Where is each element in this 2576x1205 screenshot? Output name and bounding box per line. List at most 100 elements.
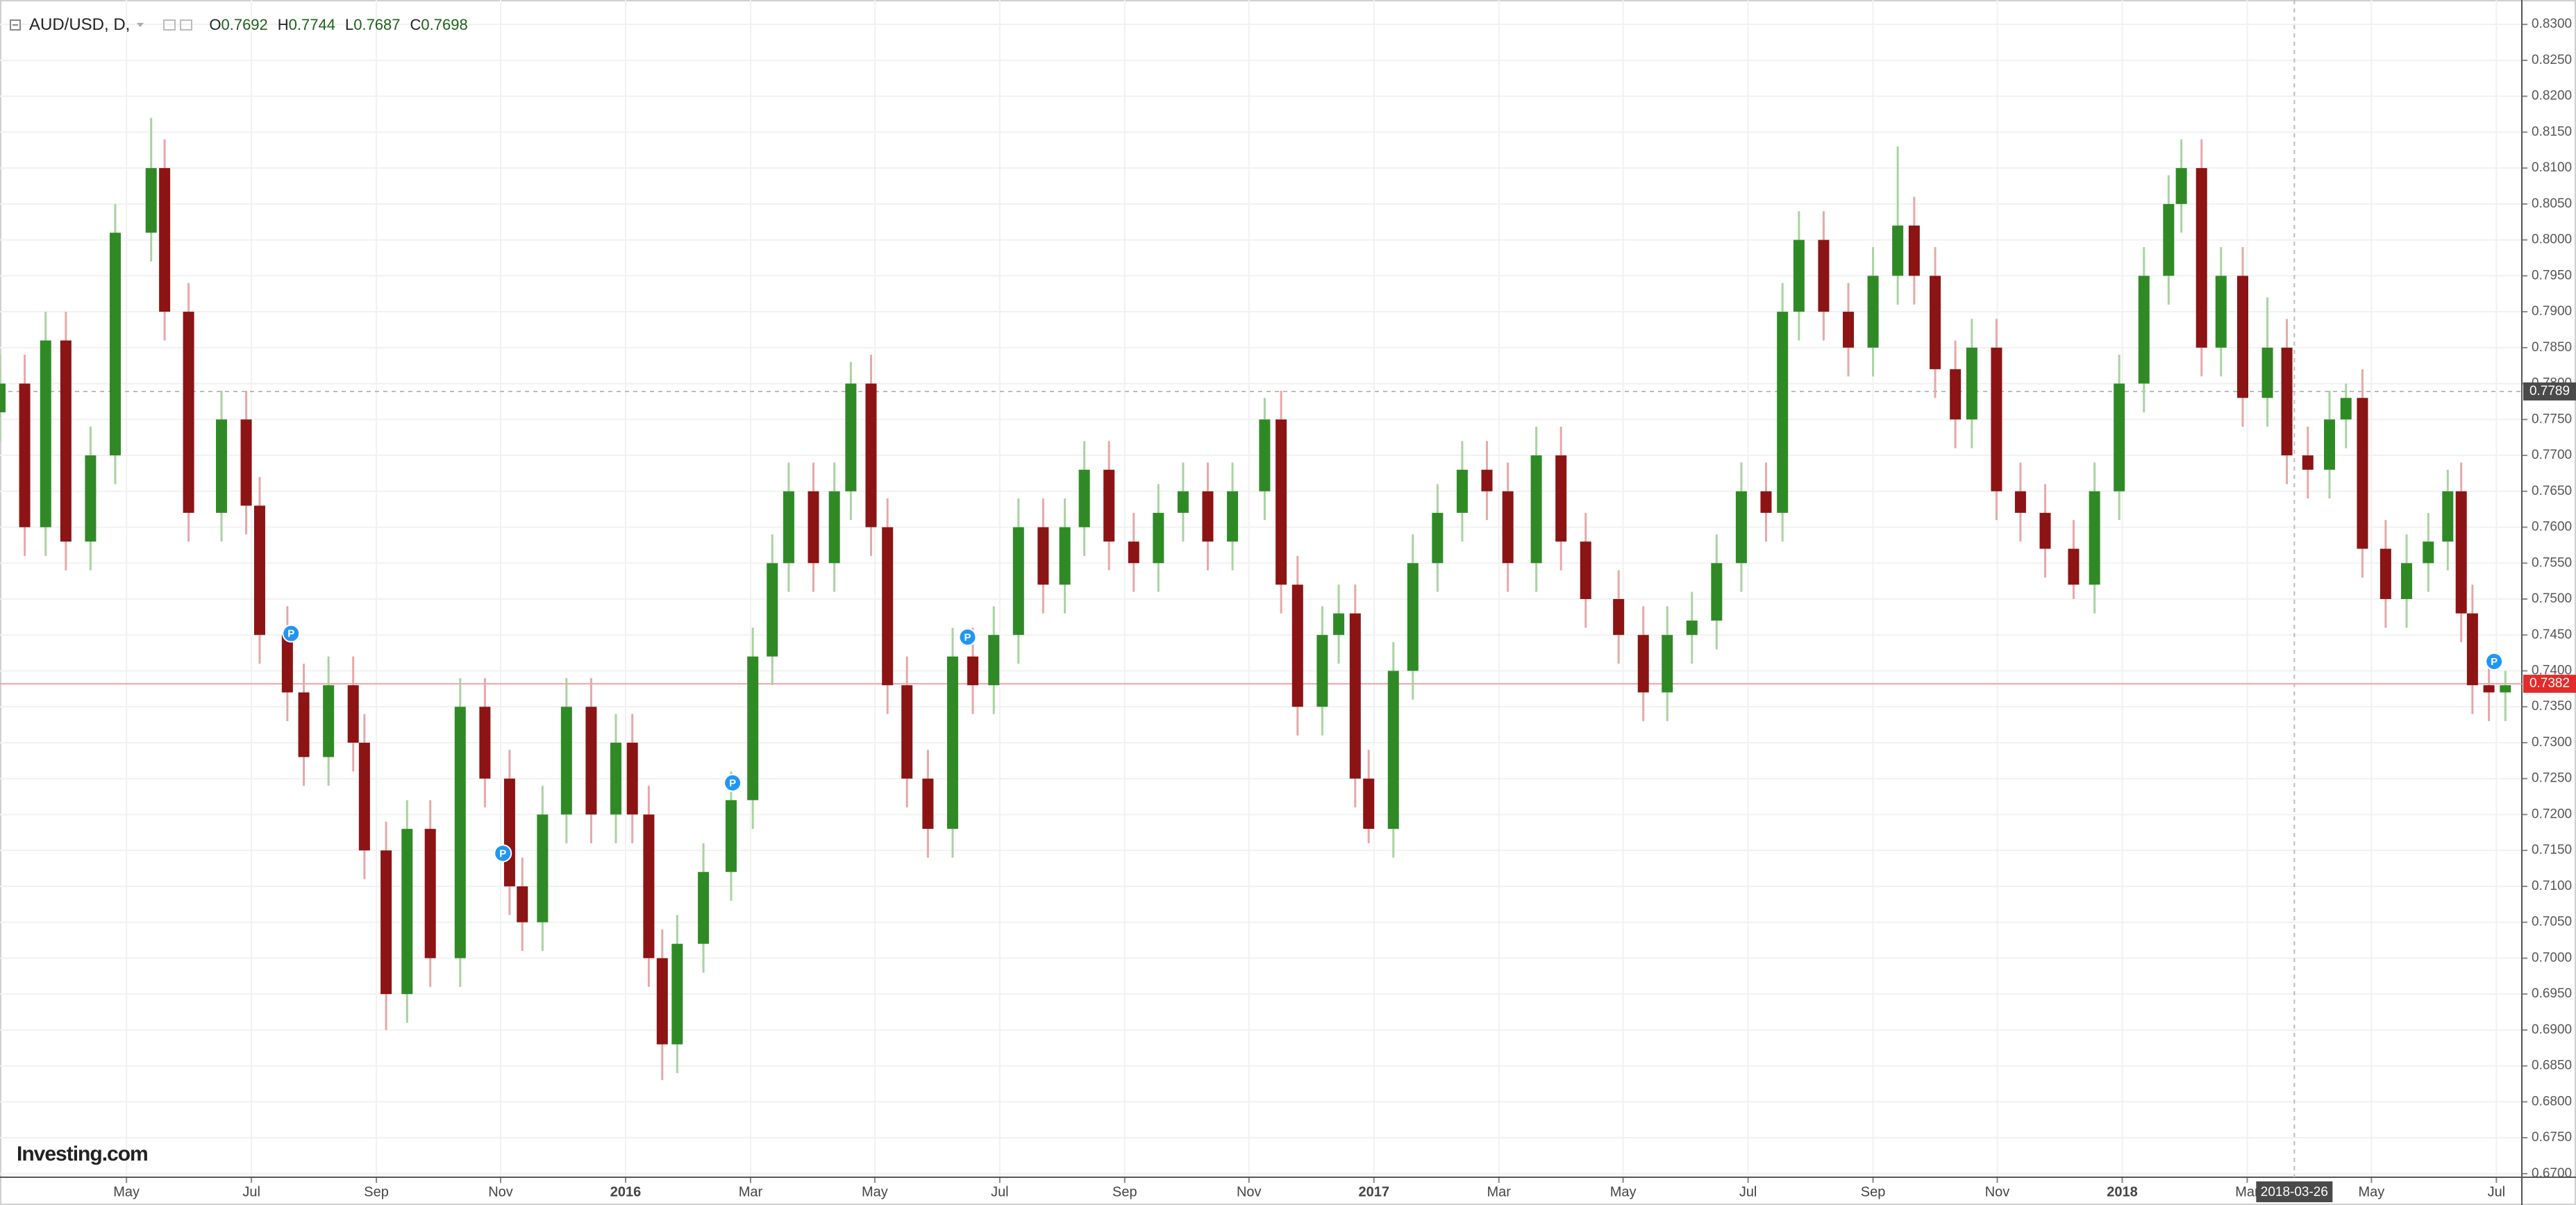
x-tick-label: 2016 bbox=[610, 1184, 642, 1199]
candle-body bbox=[240, 419, 252, 506]
candle-body bbox=[19, 383, 31, 528]
candle-body bbox=[2138, 276, 2150, 384]
y-tick-label: 0.6800 bbox=[2532, 1094, 2572, 1109]
y-tick-label: 0.7100 bbox=[2532, 879, 2572, 893]
candle-body bbox=[1387, 671, 1399, 829]
candle-body bbox=[401, 829, 413, 995]
candle-body bbox=[1892, 225, 1904, 276]
y-tick-label: 0.7700 bbox=[2532, 448, 2572, 462]
x-tick-label: Nov bbox=[1985, 1184, 2010, 1199]
candle-body bbox=[2357, 398, 2368, 549]
candle-body bbox=[1950, 369, 1962, 420]
y-tick-label: 0.7600 bbox=[2532, 520, 2572, 534]
candle-body bbox=[479, 707, 491, 779]
candle-body bbox=[967, 656, 979, 686]
candle-body bbox=[517, 886, 528, 922]
candle-body bbox=[845, 383, 857, 491]
close-icon[interactable] bbox=[180, 19, 193, 31]
candle-body bbox=[988, 634, 1000, 686]
candle-body bbox=[1481, 469, 1493, 491]
candle-body bbox=[2340, 398, 2352, 420]
candle-body bbox=[380, 850, 392, 995]
candle-body bbox=[2380, 548, 2391, 600]
candle-body bbox=[109, 233, 121, 456]
candle-body bbox=[1530, 455, 1542, 564]
candle-body bbox=[1867, 276, 1879, 348]
candle-body bbox=[145, 168, 157, 233]
event-marker[interactable]: P bbox=[494, 844, 512, 863]
ohlc-label: L bbox=[344, 16, 354, 33]
candle-body bbox=[1613, 599, 1625, 635]
x-tick-label: Sep bbox=[1861, 1184, 1886, 1199]
y-tick-label: 0.7200 bbox=[2532, 807, 2572, 821]
y-tick-label: 0.7250 bbox=[2532, 771, 2572, 786]
ohlc-label: C bbox=[410, 16, 421, 33]
y-tick-label: 0.7450 bbox=[2532, 627, 2572, 642]
event-marker-label: P bbox=[729, 777, 736, 789]
candle-body bbox=[747, 656, 759, 800]
x-tick-label: Mar bbox=[2235, 1184, 2259, 1199]
candle-body bbox=[1686, 621, 1698, 635]
candle-body bbox=[1908, 225, 1920, 276]
ohlc-field: L0.7687 bbox=[345, 16, 401, 34]
candle-body bbox=[1128, 541, 1139, 564]
candle-body bbox=[2114, 383, 2125, 491]
x-tick-label: May bbox=[113, 1184, 140, 1199]
candle-body bbox=[1456, 469, 1468, 513]
x-tick-label: Sep bbox=[1112, 1184, 1137, 1199]
y-tick-label: 0.7150 bbox=[2532, 843, 2572, 857]
y-tick-label: 0.6750 bbox=[2532, 1130, 2572, 1145]
collapse-icon[interactable] bbox=[10, 19, 21, 31]
candle-body bbox=[1502, 491, 1514, 564]
candle-body bbox=[1291, 584, 1303, 707]
y-tick-label: 0.7300 bbox=[2532, 735, 2572, 750]
ohlc-value: 0.7687 bbox=[353, 16, 401, 33]
candle-body bbox=[1637, 634, 1649, 693]
candle-body bbox=[767, 563, 778, 657]
candle-body bbox=[783, 491, 794, 564]
candle-body bbox=[183, 312, 194, 513]
candle-body bbox=[1227, 491, 1239, 542]
candle-body bbox=[1843, 312, 1855, 348]
y-tick-label: 0.7400 bbox=[2532, 663, 2572, 677]
y-tick-label: 0.8100 bbox=[2532, 160, 2572, 175]
candle-body bbox=[1059, 527, 1071, 585]
candle-body bbox=[643, 814, 655, 959]
y-tick-label: 0.7550 bbox=[2532, 555, 2572, 570]
candle-body bbox=[347, 685, 359, 743]
candle-body bbox=[2068, 548, 2080, 585]
event-marker-circle bbox=[958, 627, 977, 646]
y-tick-label: 0.7850 bbox=[2532, 340, 2572, 355]
candle-body bbox=[1078, 469, 1090, 528]
candle-body bbox=[2281, 347, 2293, 456]
crosshair-date-tag bbox=[2256, 1181, 2333, 1202]
candle-body bbox=[2500, 685, 2511, 693]
x-tick-label: Nov bbox=[488, 1184, 513, 1199]
candle-body bbox=[560, 707, 572, 815]
x-tick-label: May bbox=[2358, 1184, 2384, 1199]
candle-body bbox=[2196, 168, 2207, 348]
candle-body bbox=[1735, 491, 1747, 564]
event-marker-circle bbox=[724, 773, 742, 792]
x-tick-label: 2017 bbox=[1358, 1184, 1389, 1199]
settings-icon[interactable] bbox=[163, 19, 176, 31]
event-marker[interactable]: P bbox=[2485, 652, 2504, 671]
candle-body bbox=[2401, 563, 2413, 600]
y-tick-label: 0.8250 bbox=[2532, 53, 2572, 67]
candle-body bbox=[2237, 276, 2249, 398]
ohlc-field: C0.7698 bbox=[410, 16, 468, 34]
symbol[interactable]: AUD/USD, D, bbox=[29, 15, 131, 34]
last-price-tag bbox=[2523, 675, 2576, 693]
y-tick-label: 0.8200 bbox=[2532, 89, 2572, 103]
y-tick-label: 0.7500 bbox=[2532, 591, 2572, 606]
event-marker[interactable]: P bbox=[282, 624, 301, 643]
ohlc-label: H bbox=[277, 16, 289, 33]
symbol-menu[interactable] bbox=[137, 23, 144, 27]
event-marker[interactable]: P bbox=[724, 773, 742, 792]
event-marker[interactable]: P bbox=[958, 627, 977, 646]
y-tick-label: 0.8150 bbox=[2532, 124, 2572, 139]
y-tick-label: 0.8050 bbox=[2532, 196, 2572, 211]
candle-body bbox=[1793, 239, 1805, 312]
